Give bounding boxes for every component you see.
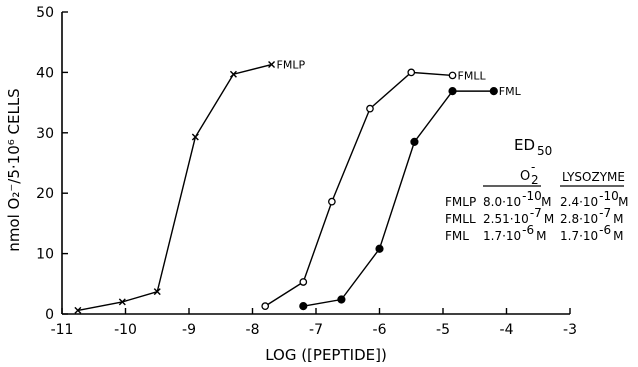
row-o2-value: 8.0·10 <box>483 195 521 209</box>
data-point-fmll <box>299 278 308 286</box>
row-lysozyme-value: 2.4·10 <box>560 195 598 209</box>
row-o2-unit: M <box>536 229 546 243</box>
x-tick-label: -6 <box>373 322 387 338</box>
col-header-o2-superscript: - <box>531 160 535 174</box>
data-point-fmlp <box>74 306 82 314</box>
row-o2-unit: M <box>541 195 551 209</box>
y-tick-label: 50 <box>36 5 54 21</box>
data-point-fml <box>337 295 346 304</box>
data-point-fmlp <box>268 61 276 69</box>
data-point-fmll <box>261 302 270 310</box>
data-point-mark <box>118 298 126 306</box>
x-tick-label: -7 <box>309 322 323 338</box>
data-point-fml <box>410 137 419 146</box>
series-line-fmlp <box>77 63 272 312</box>
data-point-fmll <box>328 197 336 206</box>
series-label-fmlp: FMLP <box>277 59 306 72</box>
y-tick-label: 30 <box>36 126 54 142</box>
row-lysozyme-unit: M <box>613 212 623 226</box>
data-point-mark <box>229 70 237 78</box>
data-point-fmlp <box>229 70 237 78</box>
ed50-title: ED <box>514 136 535 154</box>
x-tick-label: -11 <box>51 322 74 338</box>
row-peptide: FMLP <box>445 195 476 209</box>
y-tick-label: 40 <box>36 65 54 81</box>
y-tick-label: 20 <box>36 186 54 202</box>
series-line-fml <box>303 90 494 307</box>
data-point-mark <box>268 61 276 69</box>
data-point-fmlp <box>118 298 126 306</box>
row-o2-unit: M <box>544 212 554 226</box>
data-point-fmlp <box>153 288 161 296</box>
data-point-fmll <box>366 104 374 113</box>
x-tick-label: -5 <box>436 322 450 338</box>
y-tick-label: 10 <box>36 247 54 263</box>
row-lysozyme-unit: M <box>613 229 623 243</box>
row-lysozyme-exponent: -7 <box>599 206 611 220</box>
row-lysozyme-exponent: -10 <box>599 189 619 203</box>
series-label-fml: FML <box>499 85 522 98</box>
series-layer: FMLP FMLL FML <box>74 59 522 314</box>
y-tick-label: 0 <box>45 307 54 323</box>
x-tick-label: -4 <box>500 322 514 338</box>
y-axis-title: nmol O₂⁻/5·10⁶ CELLS <box>5 88 23 251</box>
data-point-fml <box>489 87 498 96</box>
data-point-mark <box>191 133 199 141</box>
data-point-fml <box>448 87 457 96</box>
series-line-fmll <box>264 71 453 307</box>
axes: 0 10 20 30 40 50 -11 -10 -9 -8 -7 -6 -5 -4 -3 <box>36 5 577 338</box>
x-tick-label: -9 <box>182 322 196 338</box>
x-tick-label: -8 <box>246 322 260 338</box>
data-point-fml <box>375 244 384 253</box>
series-label-fmll: FMLL <box>458 69 487 82</box>
row-peptide: FMLL <box>445 212 476 226</box>
x-axis-title: LOG ([PEPTIDE]) <box>265 346 387 364</box>
data-point-fml <box>299 302 308 311</box>
data-point-fmll <box>448 71 457 80</box>
row-o2-exponent: -10 <box>522 189 542 203</box>
col-header-o2-subscript: 2 <box>531 173 539 187</box>
data-point-fmlp <box>191 133 199 141</box>
col-header-o2: O <box>520 169 530 184</box>
col-header-lysozyme: LYSOZYME <box>562 170 625 184</box>
row-lysozyme-value: 2.8·10 <box>560 212 598 226</box>
row-o2-exponent: -7 <box>530 206 542 220</box>
row-lysozyme-value: 1.7·10 <box>560 229 598 243</box>
data-point-fmll <box>407 68 416 77</box>
data-point-mark <box>74 306 82 314</box>
ed50-title-subscript: 50 <box>537 144 552 158</box>
row-peptide: FML <box>445 229 469 243</box>
row-o2-value: 2.51·10 <box>483 212 529 226</box>
row-lysozyme-unit: M <box>618 195 628 209</box>
x-tick-label: -10 <box>114 322 137 338</box>
row-lysozyme-exponent: -6 <box>599 223 611 237</box>
row-o2-exponent: -6 <box>522 223 534 237</box>
row-o2-value: 1.7·10 <box>483 229 521 243</box>
x-tick-label: -3 <box>563 322 577 338</box>
data-point-mark <box>153 288 161 296</box>
